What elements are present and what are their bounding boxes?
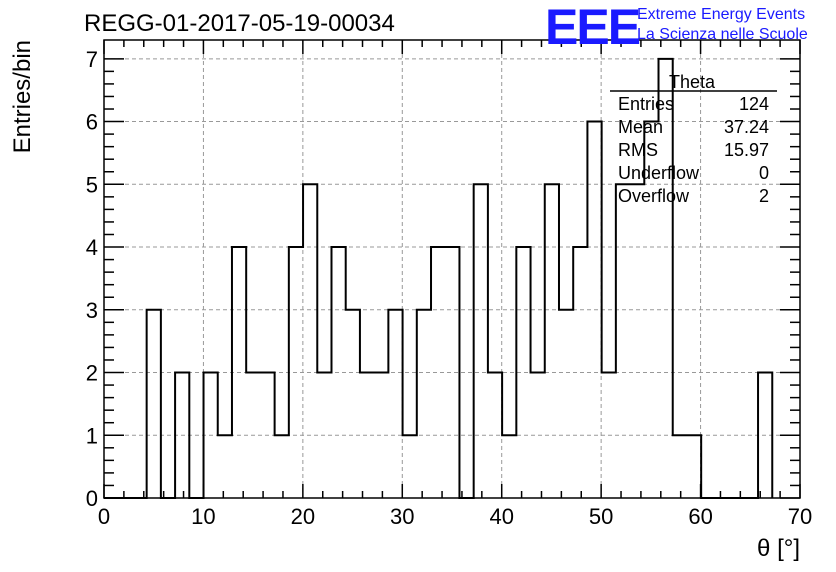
- x-axis-ticks: 0 10 20 30 40 50 60 70: [98, 40, 812, 529]
- histogram-outline: [104, 57, 774, 499]
- x-tick-label: 50: [589, 504, 613, 529]
- stats-label: Overflow: [618, 186, 690, 206]
- y-tick-label: 4: [86, 235, 98, 260]
- y-tick-label: 2: [86, 361, 98, 386]
- x-tick-label: 40: [489, 504, 513, 529]
- stats-value: 124: [739, 94, 769, 114]
- eee-logo-line2: La Scienza nelle Scuole: [637, 26, 808, 43]
- y-tick-label: 0: [86, 486, 98, 511]
- y-tick-label: 7: [86, 47, 98, 72]
- stats-label: Mean: [618, 117, 663, 137]
- y-axis-ticks: 0 1 2 3 4 5 6 7: [86, 47, 800, 511]
- run-title: REGG-01-2017-05-19-00034: [84, 10, 395, 37]
- y-tick-label: 5: [86, 172, 98, 197]
- eee-logo: EEE: [545, 0, 641, 55]
- stats-value: 15.97: [724, 140, 769, 160]
- stats-value: 37.24: [724, 117, 769, 137]
- eee-logo-line1: Extreme Energy Events: [637, 6, 806, 23]
- y-axis-label: Entries/bin: [9, 40, 36, 153]
- y-tick-label: 6: [86, 110, 98, 135]
- x-tick-label: 60: [688, 504, 712, 529]
- x-tick-label: 30: [390, 504, 414, 529]
- x-tick-label: 20: [291, 504, 315, 529]
- grid-lines: [104, 40, 800, 498]
- x-tick-label: 70: [788, 504, 812, 529]
- x-tick-label: 0: [98, 504, 110, 529]
- x-axis-label: θ [°]: [757, 535, 800, 562]
- stats-value: 0: [759, 163, 769, 183]
- stats-label: Entries: [618, 94, 674, 114]
- stats-box: Theta Entries 124 Mean 37.24 RMS 15.97 Underfl…: [610, 72, 777, 206]
- x-tick-label: 10: [191, 504, 215, 529]
- y-tick-label: 1: [86, 423, 98, 448]
- y-tick-label: 3: [86, 298, 98, 323]
- stats-label: RMS: [618, 140, 658, 160]
- plot-frame: [103, 39, 801, 499]
- stats-label: Underflow: [618, 163, 700, 183]
- stats-title: Theta: [669, 72, 716, 92]
- stats-value: 2: [759, 186, 769, 206]
